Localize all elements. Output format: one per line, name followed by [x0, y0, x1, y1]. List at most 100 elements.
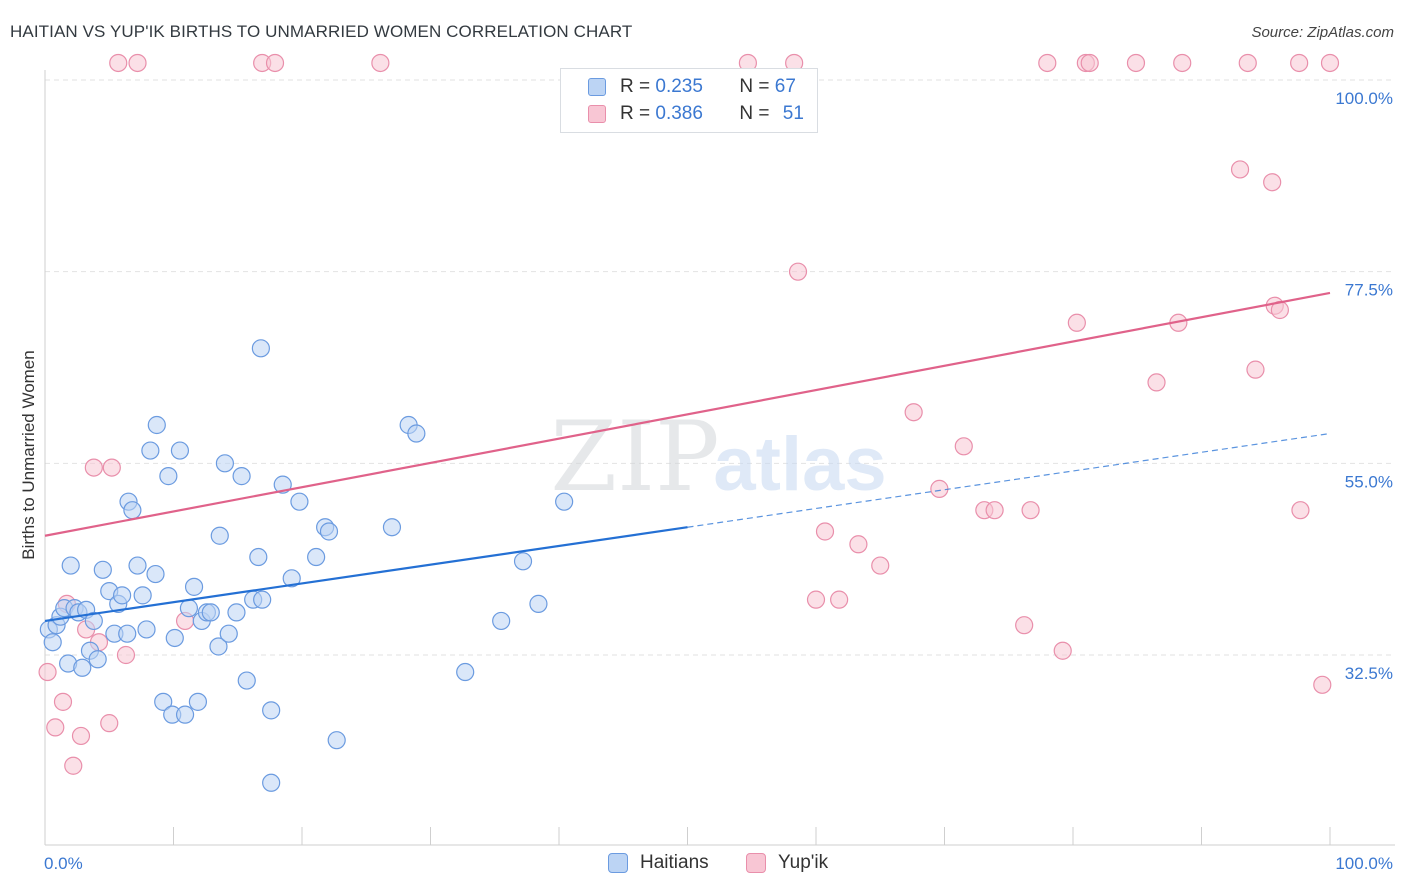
haitians-point-26: [146, 564, 165, 584]
haitians-point-64: [492, 611, 511, 631]
y-tick-label-1: 55.0%: [1345, 472, 1393, 491]
haitians-point-1: [43, 633, 62, 652]
yupik-point-48: [1290, 53, 1309, 73]
legend-r-value-haitians: 0.235: [655, 76, 703, 97]
haitians-point-52: [262, 773, 281, 792]
yupik-point-4: [64, 756, 83, 775]
yupik-point-34: [1053, 641, 1072, 660]
haitians-point-18: [112, 586, 132, 605]
haitians-point-59: [327, 731, 346, 750]
yupik-point-43: [1238, 53, 1257, 73]
x-tick-label-1: 100.0%: [1335, 854, 1393, 873]
yupik-point-11: [116, 645, 136, 665]
axis-labels: 32.5% 55.0% 77.5% 100.0% 0.0% 100.0% Births to…: [19, 89, 1393, 873]
axes: [44, 70, 1395, 846]
haitians-point-62: [407, 424, 426, 443]
legend-item-yupik: Yup'ik: [746, 852, 828, 874]
yupik-point-16: [265, 53, 285, 73]
legend-label-yupik: Yup'ik: [778, 852, 829, 873]
haitians-point-46: [237, 671, 256, 690]
legend-swatch-haitians: [588, 78, 606, 96]
yupik-point-28: [954, 437, 973, 456]
haitians-point-43: [219, 624, 238, 643]
yupik-point-5: [71, 726, 91, 746]
haitians-point-58: [319, 522, 339, 541]
legend-n-label: N =: [739, 103, 770, 124]
x-tick-label-0: 0.0%: [44, 854, 83, 873]
y-tick-label-3: 100.0%: [1335, 89, 1393, 108]
yupik-point-26: [904, 403, 923, 422]
haitians-point-56: [307, 547, 326, 567]
yupik-point-40: [1173, 53, 1192, 73]
yupik-point-49: [1291, 501, 1310, 520]
grid: [45, 79, 1395, 656]
haitians-point-6: [61, 556, 80, 575]
haitians-point-40: [209, 637, 228, 656]
yupik-point-13: [128, 53, 147, 73]
haitians-point-29: [159, 467, 178, 486]
legend-n-label: N =: [739, 76, 770, 97]
haitians-point-32: [170, 441, 190, 460]
haitians-point-9: [73, 658, 92, 677]
yupik-point-42: [1230, 160, 1250, 179]
haitians-point-54: [282, 569, 301, 588]
yupik-point-31: [1015, 616, 1034, 635]
yupik-point-12: [109, 53, 128, 73]
legend-r-value-yupik: 0.386: [655, 103, 703, 124]
legend-swatch-yupik: [588, 105, 606, 123]
yupik-point-44: [1246, 360, 1265, 379]
haitians-point-33: [175, 705, 195, 724]
haitians-point-21: [123, 501, 142, 520]
haitians-point-23: [133, 586, 152, 605]
haitians-point-51: [262, 701, 281, 720]
trend-line-yupik: [44, 291, 1331, 537]
haitians-point-55: [290, 492, 309, 511]
haitians-point-60: [382, 518, 402, 537]
yupik-point-10: [102, 458, 121, 477]
yupik-point-38: [1126, 53, 1146, 73]
y-axis-label: Births to Unmarried Women: [19, 350, 38, 559]
yupik-point-51: [1320, 53, 1340, 73]
haitians-point-53: [273, 475, 292, 494]
trend-line-haitians-extension: [687, 432, 1331, 528]
haitians-point-14: [93, 560, 112, 579]
source-label: Source: ZipAtlas.com: [1251, 24, 1394, 41]
haitians-point-24: [137, 620, 156, 639]
legend-r-label: R =: [620, 103, 651, 124]
legend-n-value-haitians: 67: [774, 76, 796, 97]
yupik-point-45: [1263, 173, 1282, 192]
legend-swatch-yupik: [746, 853, 766, 873]
yupik-point-17: [371, 53, 390, 73]
yupik-point-30: [985, 501, 1004, 520]
haitians-point-12: [84, 611, 103, 631]
yupik-point-9: [100, 714, 119, 733]
legend-swatch-haitians: [608, 853, 628, 873]
yupik-point-2: [53, 692, 73, 711]
yupik-point-20: [788, 262, 808, 281]
haitians-point-36: [188, 692, 208, 711]
haitians-point-45: [232, 467, 251, 486]
yupik-point-23: [830, 590, 849, 609]
haitians-point-66: [529, 594, 548, 613]
legend-label-haitians: Haitians: [640, 852, 709, 873]
haitians-point-22: [128, 556, 147, 575]
yupik-point-39: [1147, 373, 1166, 392]
haitians-point-13: [88, 650, 107, 669]
haitians-point-34: [179, 599, 199, 618]
yupik-point-22: [806, 590, 826, 609]
chart-title: HAITIAN VS YUP'IK BIRTHS TO UNMARRIED WO…: [10, 22, 633, 41]
trend-line-haitians: [44, 526, 688, 623]
watermark-zip: ZIP: [550, 401, 719, 513]
yupik-point-35: [1067, 313, 1086, 332]
y-tick-label-0: 32.5%: [1345, 664, 1393, 683]
haitians-point-35: [184, 577, 204, 596]
yupik-point-0: [38, 662, 57, 682]
haitians-point-25: [141, 441, 160, 460]
haitians-point-42: [215, 454, 234, 473]
yupik-point-37: [1080, 53, 1099, 73]
trend-lines: [44, 291, 1331, 623]
haitians-point-28: [154, 692, 173, 711]
haitians-point-44: [227, 603, 246, 622]
haitians-point-19: [118, 624, 137, 643]
